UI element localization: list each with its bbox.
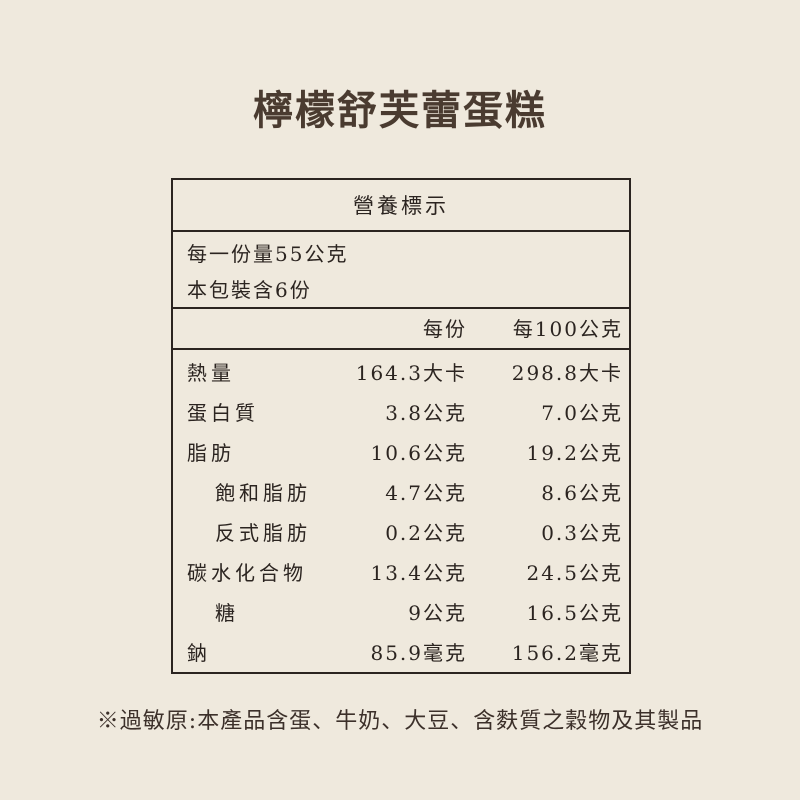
table-row: 熱量 164.3大卡 298.8大卡 [173,353,629,393]
per-serving-value: 9公克 [408,601,467,625]
per-100g-value: 156.2毫克 [511,641,623,665]
nutrient-name: 飽和脂肪 [215,481,311,505]
product-title: 檸檬舒芙蕾蛋糕 [253,88,547,134]
nutrition-table: 營養標示 每一份量55公克 本包裝含6份 每份 每100公克 熱量 164.3大卡… [171,178,631,674]
nutrition-heading: 營養標示 [173,180,629,232]
serving-info: 每一份量55公克 本包裝含6份 [173,232,629,309]
allergen-note: ※過敏原:本產品含蛋、牛奶、大豆、含麩質之穀物及其製品 [96,709,704,734]
per-serving-value: 85.9毫克 [370,641,467,665]
per-100g-value: 0.3公克 [541,521,623,545]
table-row: 糖 9公克 16.5公克 [173,593,629,633]
per-100g-value: 298.8大卡 [511,361,623,385]
nutrient-name: 鈉 [187,641,211,665]
per-100g-value: 24.5公克 [526,561,623,585]
table-row: 脂肪 10.6公克 19.2公克 [173,433,629,473]
nutrient-name: 蛋白質 [187,401,259,425]
column-header-per-serving: 每份 [423,317,467,341]
per-serving-value: 13.4公克 [370,561,467,585]
per-100g-value: 16.5公克 [526,601,623,625]
table-row: 鈉 85.9毫克 156.2毫克 [173,633,629,673]
per-100g-value: 8.6公克 [541,481,623,505]
table-row: 飽和脂肪 4.7公克 8.6公克 [173,473,629,513]
servings-per-pack: 本包裝含6份 [187,278,312,302]
per-serving-value: 4.7公克 [385,481,467,505]
nutrition-rows: 熱量 164.3大卡 298.8大卡蛋白質 3.8公克 7.0公克脂肪 10.6公克 19.… [173,350,629,673]
nutrient-name: 糖 [215,601,239,625]
per-serving-value: 10.6公克 [370,441,467,465]
nutrient-name: 脂肪 [187,441,235,465]
per-100g-value: 7.0公克 [541,401,623,425]
table-row: 蛋白質 3.8公克 7.0公克 [173,393,629,433]
per-serving-value: 164.3大卡 [355,361,467,385]
table-row: 碳水化合物 13.4公克 24.5公克 [173,553,629,593]
per-serving-value: 3.8公克 [385,401,467,425]
nutrient-name: 熱量 [187,361,235,385]
column-header-row: 每份 每100公克 [173,309,629,350]
column-header-per-100g: 每100公克 [512,317,623,341]
per-serving-value: 0.2公克 [385,521,467,545]
per-100g-value: 19.2公克 [526,441,623,465]
serving-size: 每一份量55公克 [187,242,349,266]
nutrient-name: 碳水化合物 [187,561,307,585]
table-row: 反式脂肪 0.2公克 0.3公克 [173,513,629,553]
nutrient-name: 反式脂肪 [215,521,311,545]
